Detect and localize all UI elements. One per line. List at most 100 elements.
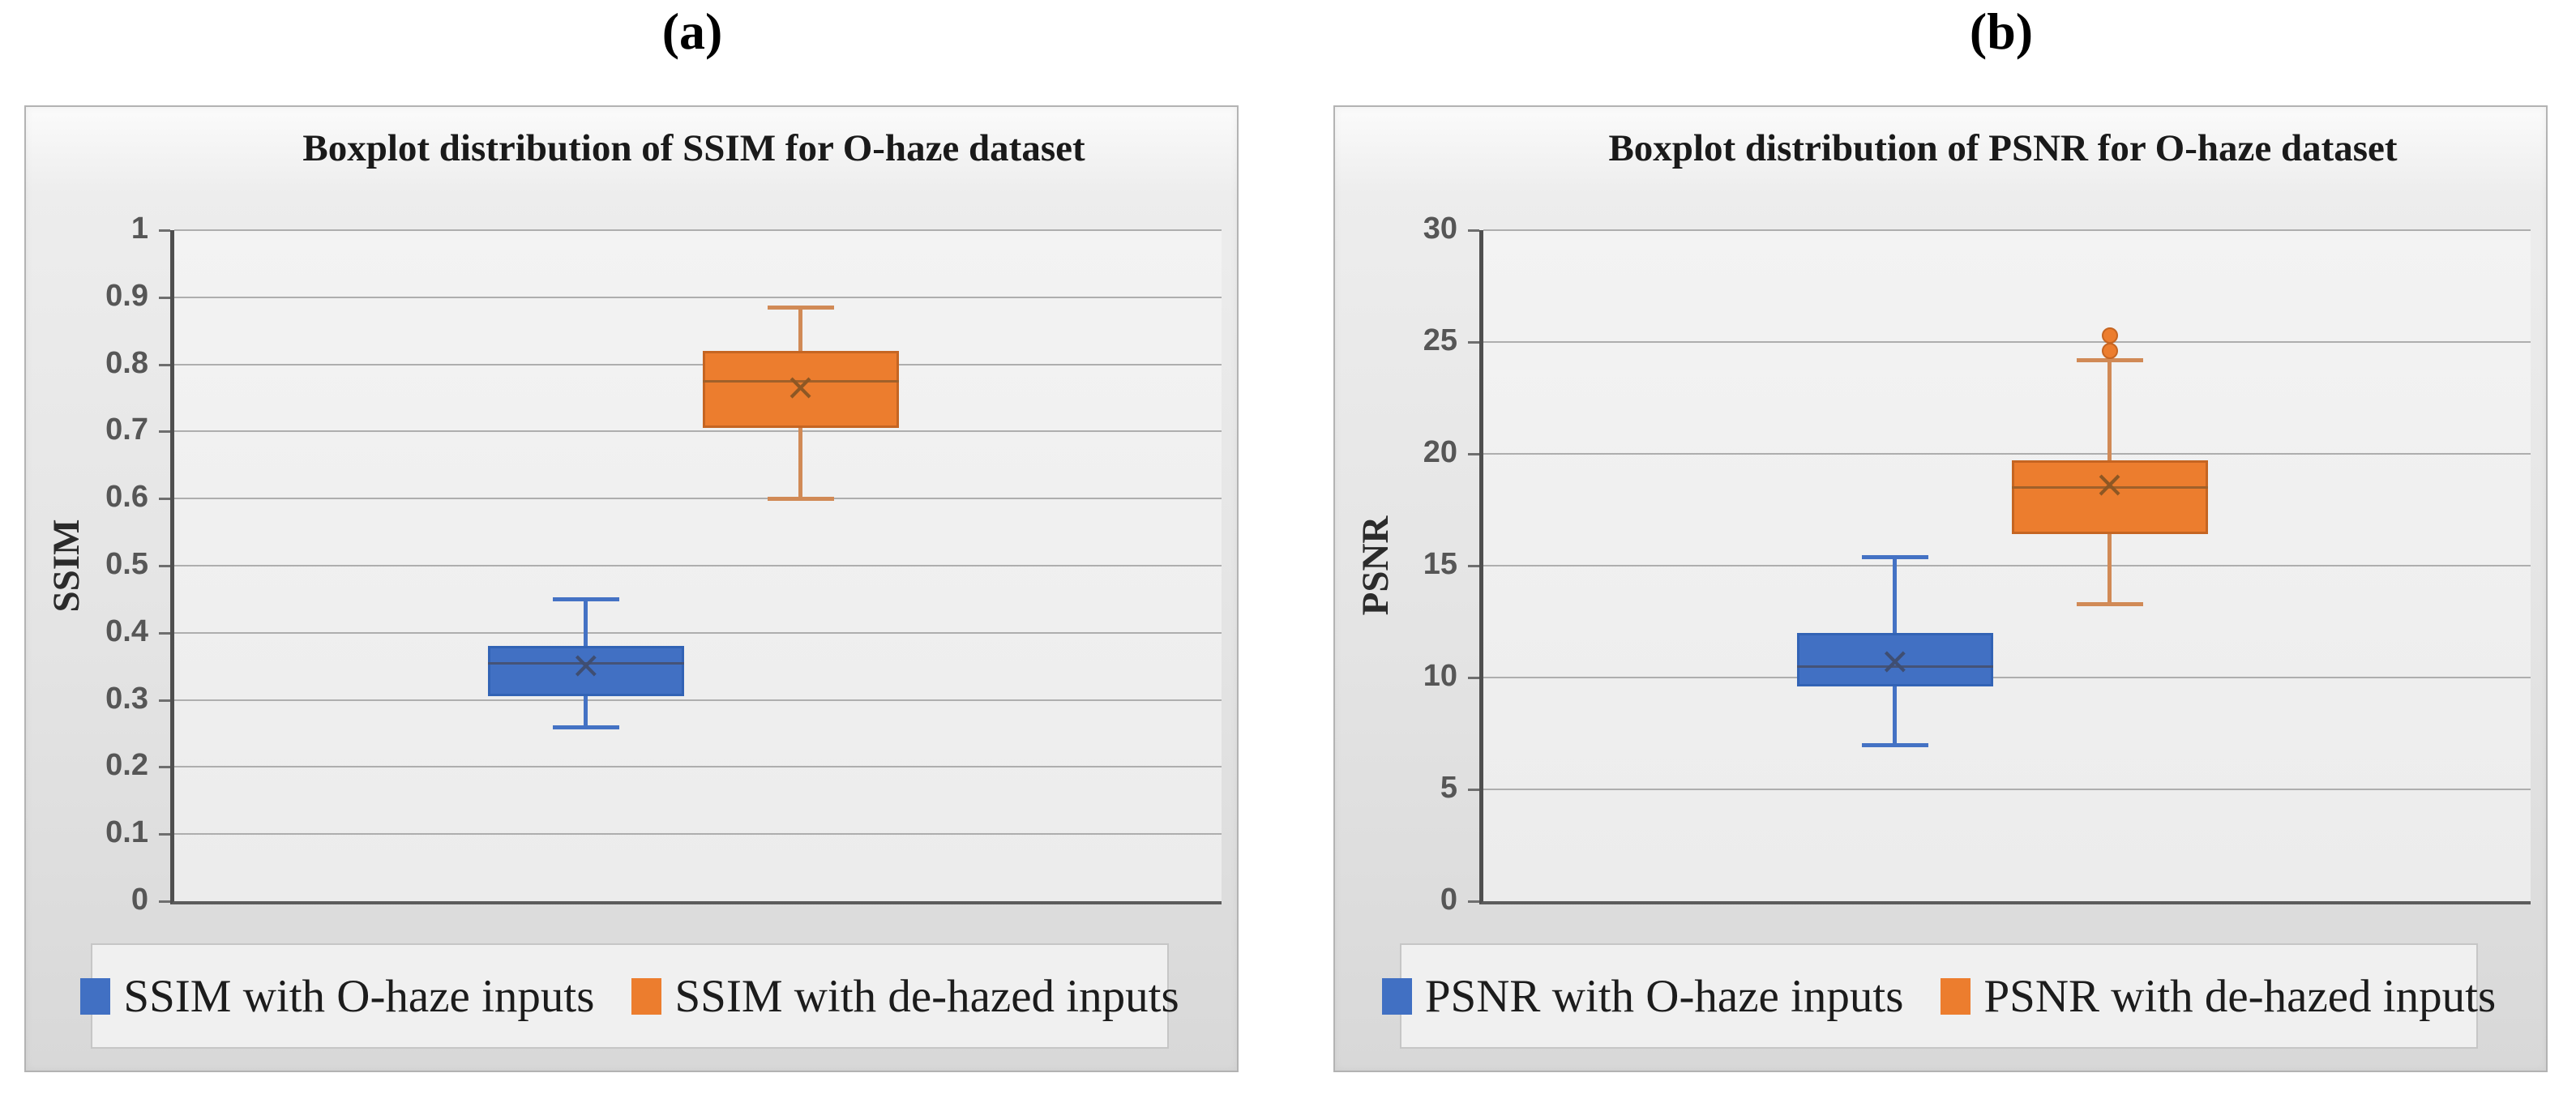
gridline xyxy=(1483,229,2531,231)
gridline xyxy=(1483,565,2531,566)
y-tick-label: 20 xyxy=(1423,435,1457,469)
y-tick-label: 0.6 xyxy=(105,480,148,515)
legend: PSNR with O-haze inputs PSNR with de-haz… xyxy=(1381,943,2496,1049)
legend-label: SSIM with de-hazed inputs xyxy=(674,970,1179,1022)
upper-whisker-cap xyxy=(552,597,619,602)
y-axis-tick xyxy=(159,900,170,903)
legend: SSIM with O-haze inputs SSIM with de-haz… xyxy=(80,943,1179,1049)
lower-whisker-line xyxy=(798,428,803,499)
y-tick-label: 0.2 xyxy=(105,748,148,783)
legend-item: SSIM with de-hazed inputs xyxy=(631,970,1179,1023)
gridline xyxy=(174,699,1222,701)
upper-whisker-cap xyxy=(767,306,834,310)
outlier-dot xyxy=(2101,343,2118,360)
legend-swatch-orange xyxy=(1941,977,1971,1015)
y-axis-tick xyxy=(159,631,170,635)
mean-marker: × xyxy=(1881,635,1909,688)
y-tick-label: 0.5 xyxy=(105,547,148,581)
chart-title: Boxplot distribution of PSNR for O-haze … xyxy=(1608,127,2398,169)
upper-whisker-cap xyxy=(2076,358,2143,363)
upper-whisker-cap xyxy=(1861,554,1928,559)
gridline xyxy=(1483,677,2531,678)
lower-whisker-line xyxy=(2107,534,2112,604)
gridline xyxy=(174,565,1222,566)
lower-whisker-cap xyxy=(767,497,834,502)
upper-whisker-line xyxy=(584,599,588,647)
legend-item: SSIM with O-haze inputs xyxy=(80,970,594,1023)
y-axis-tick xyxy=(159,565,170,567)
median-line xyxy=(702,379,899,383)
y-axis-tick xyxy=(159,766,170,769)
panel-b-label: (b) xyxy=(1969,2,2034,60)
y-axis-tick xyxy=(1468,341,1479,344)
gridline xyxy=(174,498,1222,500)
gridline xyxy=(174,766,1222,768)
upper-whisker-line xyxy=(2107,360,2112,461)
median-line xyxy=(1796,665,1993,668)
y-tick-label: 10 xyxy=(1423,659,1457,693)
gridline xyxy=(1483,789,2531,790)
y-axis-tick xyxy=(1468,565,1479,567)
mean-marker: × xyxy=(2095,458,2124,511)
legend-item: PSNR with O-haze inputs xyxy=(1381,970,1904,1023)
iqr-box xyxy=(487,646,684,697)
legend-label: SSIM with O-haze inputs xyxy=(123,970,595,1022)
gridline xyxy=(174,363,1222,366)
plot-area: 1 0.9 0.8 0.7 0.6 0.5 0.4 0.3 0.2 0.1 0 × × xyxy=(105,212,1222,917)
panel-a-label: (a) xyxy=(661,2,723,60)
lower-whisker-line xyxy=(1893,686,1898,745)
y-tick-label: 30 xyxy=(1423,212,1457,246)
y-tick-label: 5 xyxy=(1440,771,1457,805)
y-tick-label: 0.9 xyxy=(105,278,148,313)
legend-label: PSNR with O-haze inputs xyxy=(1424,970,1904,1022)
gridline xyxy=(1483,453,2531,455)
y-axis-tick xyxy=(1468,453,1479,455)
upper-whisker-line xyxy=(798,307,803,352)
y-tick-label: 0.7 xyxy=(105,413,148,447)
upper-whisker-line xyxy=(1893,556,1898,633)
y-axis-tick xyxy=(1468,900,1479,903)
y-tick-label: 0 xyxy=(1440,883,1457,917)
y-axis-tick xyxy=(159,363,170,366)
y-axis-tick xyxy=(159,430,170,434)
y-tick-label: 0.1 xyxy=(105,815,148,850)
psnr-boxplot-chart: Boxplot distribution of PSNR for O-haze … xyxy=(1333,105,2548,1072)
y-tick-label: 0.8 xyxy=(105,345,148,380)
iqr-box xyxy=(1796,632,1993,687)
y-tick-label: 1 xyxy=(131,212,148,246)
gridline xyxy=(1483,341,2531,343)
y-tick-label: 0 xyxy=(131,883,148,917)
gridline xyxy=(174,833,1222,836)
chart-title: Boxplot distribution of SSIM for O-haze … xyxy=(302,127,1085,169)
outlier-dot xyxy=(2101,327,2118,344)
lower-whisker-cap xyxy=(552,725,619,729)
lower-whisker-cap xyxy=(1861,742,1928,747)
lower-whisker-cap xyxy=(2076,601,2143,606)
y-axis-tick xyxy=(159,699,170,702)
iqr-box xyxy=(702,351,899,429)
legend-swatch-blue xyxy=(1381,977,1412,1015)
median-line xyxy=(2011,485,2208,489)
y-tick-label: 25 xyxy=(1423,323,1457,357)
median-line xyxy=(487,661,684,665)
y-tick-label: 0.3 xyxy=(105,681,148,716)
y-tick-label: 15 xyxy=(1423,547,1457,581)
y-axis-tick xyxy=(159,296,170,299)
y-axis-tick xyxy=(159,498,170,501)
y-axis-tick xyxy=(1468,229,1479,232)
gridline xyxy=(174,430,1222,433)
y-axis-tick xyxy=(1468,677,1479,679)
y-axis-tick xyxy=(159,229,170,232)
legend-item: PSNR with de-hazed inputs xyxy=(1941,970,2496,1023)
gridline xyxy=(174,296,1222,298)
legend-label: PSNR with de-hazed inputs xyxy=(1983,970,2497,1022)
lower-whisker-line xyxy=(584,696,588,727)
mean-marker: × xyxy=(571,639,600,693)
y-axis-tick xyxy=(159,833,170,836)
legend-swatch-orange xyxy=(631,977,662,1015)
ssim-boxplot-chart: Boxplot distribution of SSIM for O-haze … xyxy=(24,105,1239,1072)
gridline xyxy=(174,229,1222,231)
gridline xyxy=(174,631,1222,634)
y-tick-label: 0.4 xyxy=(105,613,148,648)
